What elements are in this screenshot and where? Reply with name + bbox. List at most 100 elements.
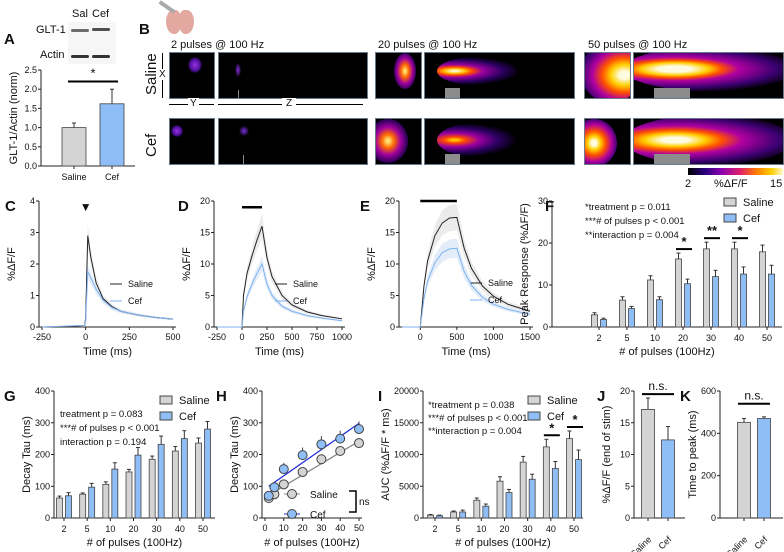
data-point-cef [354,424,364,435]
y-tick-label: 5000 [399,481,419,491]
x-axis-label: # of pulses (100Hz) [264,537,359,549]
data-point-saline [278,479,289,490]
legend-swatch-saline [723,197,737,207]
row-label-saline: Saline [143,53,160,95]
bar-saline [496,480,504,519]
legend-label-saline: Saline [547,395,578,407]
bar-saline [79,493,87,519]
x-category-label: Saline [725,534,750,552]
stats-annotation: **interaction p = 0.004 [428,426,522,437]
legend-label-cef: Cef [547,411,565,423]
bar-saline [195,442,202,519]
x-tick-label: 250 [259,332,274,342]
y-tick-label: 10 [200,259,210,269]
y-axis-label: GLT-1/Actin (norm) [8,72,20,165]
blot-lane-cef: Cef [92,8,110,20]
panel-letter-a: A [4,31,15,48]
y-tick-label: 2 [30,259,35,269]
x-category-label: 30 [523,524,533,534]
data-point-cef [278,464,289,475]
trace-cef [402,247,531,328]
y-tick-label: 0 [205,322,210,332]
y-axis-label: Decay Tau (ms) [229,416,241,493]
bar-saline [731,248,738,328]
sem-band-saline [402,204,530,327]
y-tick-label: 20 [538,238,548,248]
bar-saline [61,127,87,167]
western-blot [68,22,116,64]
x-tick-label: 20 [298,523,308,533]
y-tick-label: 2.0 [24,84,37,94]
colorbar [688,168,783,175]
y-axis-label: %ΔF/F (end of stim) [601,406,613,504]
bar-cef [628,308,635,328]
trace-cef [217,262,343,328]
bar-saline [759,251,766,328]
x-category-label: 2 [61,524,66,534]
y-tick-label: 5 [205,291,210,301]
x-tick-label: -250 [208,332,226,342]
y-tick-label: 400 [243,386,258,396]
legend-label-cef: Cef [128,296,143,306]
y-axis-label: AUC (%ΔF/F * ms) [380,408,392,500]
y-tick-label: 15 [385,228,395,238]
y-tick-label: 20 [620,386,630,396]
x-category-label: 40 [175,524,185,534]
bar-saline [148,458,156,519]
x-axis-label: # of pulses (100Hz) [619,346,714,358]
trace-cef [41,269,174,328]
y-tick-label: 10 [620,450,630,460]
x-category-label: 50 [762,333,772,343]
colorbar-min: 2 [685,178,692,190]
panel-letter-f: F [545,198,554,215]
stats-annotation: **interaction p = 0.004 [585,230,679,241]
bar-saline [519,461,527,519]
bar-saline [647,279,654,328]
panel-letter-e: E [360,198,370,215]
x-category-label: 20 [678,333,688,343]
y-tick-label: 20 [200,196,210,206]
y-tick-label: 600 [701,386,716,396]
y-tick-label: 10000 [394,450,419,460]
data-point-saline [297,466,308,477]
y-tick-label: 3 [30,228,35,238]
x-tick-label: 40 [335,523,345,533]
stats-annotation: ***# of pulses p < 0.001 [585,216,685,227]
y-tick-label: 15000 [394,418,419,428]
legend-marker-saline [287,489,297,499]
legend-label-saline: Saline [128,279,153,289]
bar-cef [111,468,119,519]
y-tick-label: 30 [538,196,548,206]
y-tick-label: 1 [30,291,35,301]
bar-cef [65,495,72,519]
y-tick-label: 4 [30,196,35,206]
bar-saline [591,314,598,328]
stats-annotation: ***# of pulses p < 0.001 [428,413,528,424]
legend-swatch-cef [159,411,173,421]
x-tick-label: 1000 [483,332,503,342]
axis-label-y: Y [188,98,199,109]
bar-cef [740,273,747,328]
heatmap-cef-50p-xy [584,118,631,165]
x-category-label: 10 [105,524,115,534]
y-axis-label: Peak Response (%ΔF/F) [519,203,531,325]
x-tick-label: 750 [309,332,324,342]
x-tick-label: 1500 [520,332,540,342]
x-category-label: 2 [432,524,437,534]
y-tick-label: 15 [200,228,210,238]
legend-marker-cef [287,509,297,519]
y-tick-label: 0 [543,322,548,332]
legend-label-cef: Cef [488,295,503,305]
data-point-saline [316,454,327,465]
x-tick-label: 500 [165,332,180,342]
bar-saline [703,248,710,328]
y-tick-label: 0 [30,322,35,332]
bar-cef [436,515,443,519]
significance-bracket [349,490,357,513]
condition-title-50-pulses: 50 pulses @ 100 Hz [588,39,688,51]
legend-label-saline: Saline [743,197,774,209]
significance-label: * [572,412,578,427]
axis-label-x: X [159,69,166,80]
heatmap-saline-20p-xy [375,52,422,99]
